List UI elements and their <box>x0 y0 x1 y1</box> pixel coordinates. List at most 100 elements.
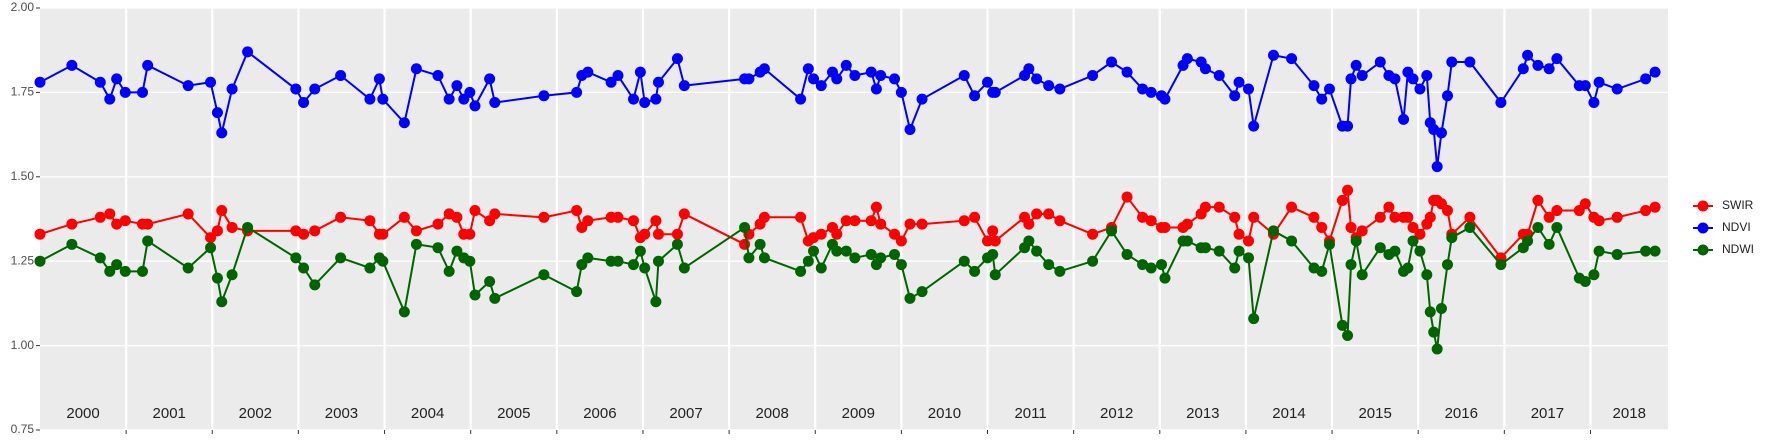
point <box>1159 93 1171 105</box>
point <box>1106 225 1118 237</box>
point <box>1649 245 1661 257</box>
point <box>1640 205 1652 217</box>
point <box>969 211 981 223</box>
point <box>1640 73 1652 85</box>
point <box>875 252 887 264</box>
point <box>916 286 928 298</box>
point <box>1345 221 1357 233</box>
year-label: 2004 <box>411 405 444 422</box>
point <box>958 215 970 227</box>
point <box>211 107 223 119</box>
legend-label: NDWI <box>1722 242 1754 256</box>
point <box>410 225 422 237</box>
point <box>410 238 422 250</box>
point <box>958 70 970 82</box>
point <box>398 306 410 318</box>
point <box>612 70 624 82</box>
point <box>469 205 481 217</box>
point <box>1414 245 1426 257</box>
point <box>137 86 149 98</box>
point <box>989 235 1001 247</box>
point <box>1233 76 1245 88</box>
point <box>1441 205 1453 217</box>
point <box>216 296 228 308</box>
point <box>432 70 444 82</box>
point <box>1248 211 1260 223</box>
point <box>1121 248 1133 260</box>
point <box>895 235 907 247</box>
point <box>1428 326 1440 338</box>
point <box>1243 252 1255 264</box>
point <box>1424 211 1436 223</box>
point <box>432 242 444 254</box>
year-label: 2000 <box>66 405 99 422</box>
year-label: 2015 <box>1358 405 1391 422</box>
year-label: 2016 <box>1445 405 1478 422</box>
point <box>226 269 238 281</box>
point <box>94 76 106 88</box>
point <box>1517 63 1529 75</box>
point <box>1023 218 1035 230</box>
year-label: 2014 <box>1272 405 1305 422</box>
point <box>1137 259 1149 271</box>
point <box>538 211 550 223</box>
point <box>1356 269 1368 281</box>
point <box>1229 211 1241 223</box>
y-tick-label: 1.25 <box>11 253 35 267</box>
point <box>377 255 389 267</box>
year-label: 2011 <box>1014 405 1046 422</box>
point <box>1342 329 1354 341</box>
point <box>634 66 646 78</box>
year-label: 2008 <box>755 405 788 422</box>
point <box>571 286 583 298</box>
point <box>1031 73 1043 85</box>
point <box>373 73 385 85</box>
point <box>1145 215 1157 227</box>
point <box>34 255 46 267</box>
year-label: 2012 <box>1100 405 1133 422</box>
point <box>1579 80 1591 92</box>
point <box>335 211 347 223</box>
legend-key <box>1697 200 1709 212</box>
point <box>1421 70 1433 82</box>
point <box>904 124 916 136</box>
point <box>1323 238 1335 250</box>
point <box>1593 76 1605 88</box>
point <box>538 90 550 102</box>
point <box>1532 194 1544 206</box>
point <box>142 218 154 230</box>
point <box>849 215 861 227</box>
point <box>1543 63 1555 75</box>
point <box>1342 120 1354 132</box>
point <box>1435 302 1447 314</box>
point <box>377 93 389 105</box>
point <box>1308 211 1320 223</box>
point <box>226 83 238 95</box>
legend-key <box>1697 222 1709 234</box>
point <box>309 279 321 291</box>
point <box>1350 59 1362 71</box>
point <box>895 259 907 271</box>
point <box>1532 221 1544 233</box>
point <box>242 46 254 58</box>
point <box>1431 343 1443 355</box>
point <box>1424 306 1436 318</box>
point <box>1145 262 1157 274</box>
point <box>904 292 916 304</box>
point <box>1522 235 1534 247</box>
point <box>1431 161 1443 173</box>
point <box>916 93 928 105</box>
point <box>831 228 843 240</box>
point <box>904 218 916 230</box>
point <box>1495 97 1507 109</box>
point <box>1551 221 1563 233</box>
point <box>1145 86 1157 98</box>
point <box>652 76 664 88</box>
point <box>464 255 476 267</box>
point <box>678 208 690 220</box>
point <box>1316 265 1328 277</box>
point <box>1345 73 1357 85</box>
point <box>298 262 310 274</box>
point <box>982 76 994 88</box>
point <box>443 265 455 277</box>
